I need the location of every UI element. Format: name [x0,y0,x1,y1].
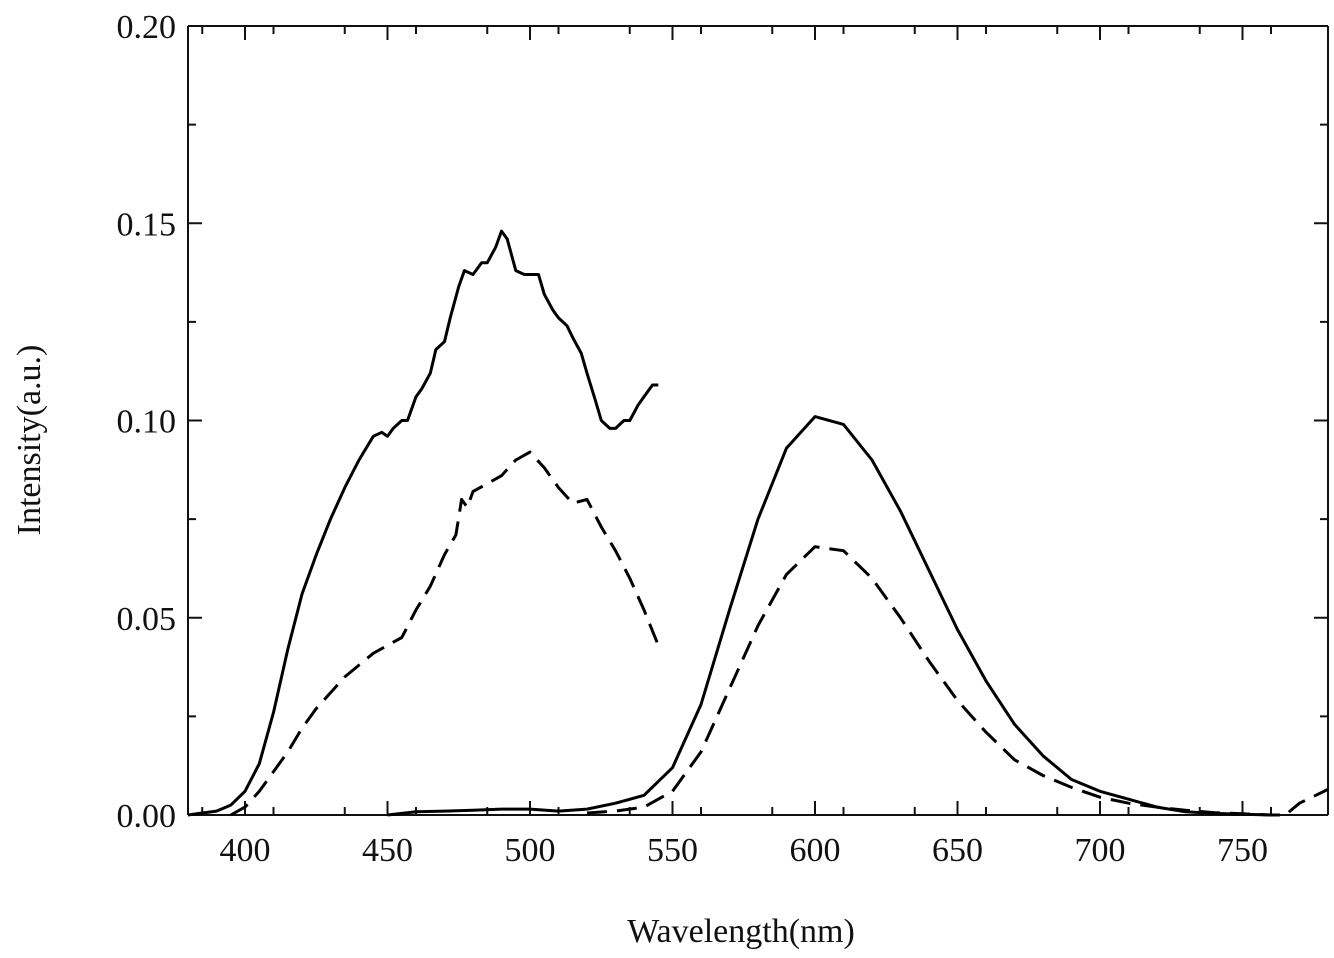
y-tick-label: 0.15 [117,206,177,243]
x-tick-label: 750 [1217,832,1268,869]
x-axis-title: Wavelength(nm) [627,913,855,950]
axis-ticks [188,26,1328,815]
x-tick-label: 450 [362,832,413,869]
x-tick-label: 650 [932,832,983,869]
solid-series-line [388,417,1272,815]
x-tick-label: 500 [505,832,556,869]
x-tick-label: 550 [647,832,698,869]
y-tick-label: 0.05 [117,601,177,638]
solid-series-line [188,231,658,815]
y-tick-label: 0.20 [117,9,177,46]
y-tick-label: 0.10 [117,404,177,441]
data-series [188,231,1328,815]
dashed-series-line [231,452,659,815]
x-tick-label: 600 [790,832,841,869]
y-axis-title: Intensity(a.u.) [11,345,48,536]
y-tick-label: 0.00 [117,798,177,835]
x-tick-label: 700 [1075,832,1126,869]
dashed-series-line [587,547,1328,815]
tick-labels: 400 450 500 550 600 650 700 750 0.00 0.05 0.10 0.15… [117,9,1269,869]
x-tick-label: 400 [220,832,271,869]
plot-frame [188,26,1328,815]
